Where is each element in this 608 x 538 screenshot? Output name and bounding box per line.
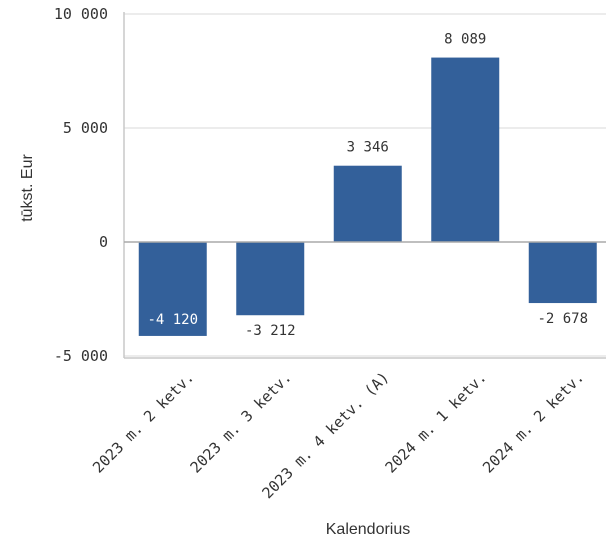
data-label: -2 678 <box>537 311 588 327</box>
x-tick-label: 2023 m. 2 ketv. <box>89 368 198 477</box>
bar[interactable] <box>236 242 304 315</box>
x-axis-title: Kalendorius <box>326 521 411 538</box>
data-label: 3 346 <box>347 140 389 156</box>
y-tick-label: 10 000 <box>54 5 108 23</box>
y-tick-label: 0 <box>99 233 108 251</box>
y-axis-title: tūkst. Eur <box>19 154 36 222</box>
bar[interactable] <box>431 58 499 242</box>
data-label: -4 120 <box>147 312 198 328</box>
x-tick-label: 2023 m. 3 ketv. <box>187 368 296 477</box>
y-tick-label: -5 000 <box>54 347 108 365</box>
x-tick-label: 2024 m. 2 ketv. <box>479 368 588 477</box>
x-tick-label: 2024 m. 1 ketv. <box>382 368 491 477</box>
bar[interactable] <box>334 166 402 242</box>
x-tick-labels: 2023 m. 2 ketv.2023 m. 3 ketv.2023 m. 4 … <box>89 368 588 502</box>
bar[interactable] <box>529 242 597 303</box>
y-tick-labels: -5 000 0 5 000 10 000 <box>54 5 108 365</box>
bars <box>139 58 597 336</box>
y-tick-label: 5 000 <box>63 119 108 137</box>
data-label: -3 212 <box>245 323 296 339</box>
data-label: 8 089 <box>444 32 486 48</box>
